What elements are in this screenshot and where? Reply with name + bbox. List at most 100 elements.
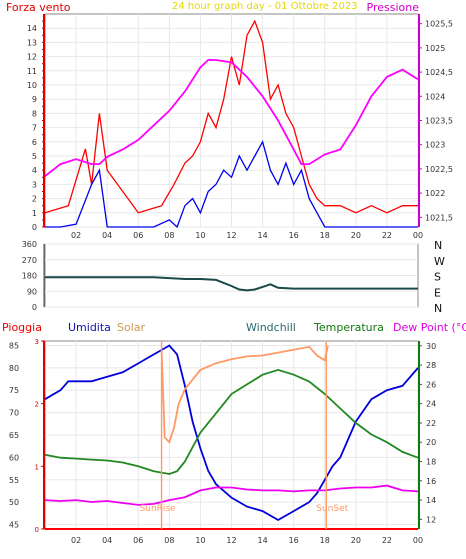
- pressure-tick-1025-5: 1025,5: [425, 20, 453, 29]
- temperatura-line: [44, 368, 419, 475]
- temp-x-tick-04: 04: [102, 536, 112, 545]
- direction-label-e-3: E: [434, 286, 441, 299]
- humidity-tick-65: 65: [9, 431, 19, 440]
- temperature-tick-26: 26: [426, 380, 436, 389]
- wind-x-tick-10: 10: [195, 231, 205, 240]
- wind-force-tick-5: 5: [32, 152, 37, 161]
- rain-tick-3: 3: [35, 338, 39, 346]
- wind-force-tick-14: 14: [27, 24, 37, 33]
- wind-x-tick-00: 00: [413, 231, 423, 240]
- temp-x-tick-06: 06: [133, 536, 143, 545]
- temp-x-tick-00: 00: [413, 536, 423, 545]
- wind-force-tick-0: 0: [32, 223, 37, 232]
- velocit-vento-line: [45, 140, 418, 229]
- forza-vento-line: [44, 19, 418, 214]
- temperature-tick-14: 14: [426, 496, 436, 505]
- pressure-tick-1022: 1022: [425, 189, 445, 198]
- wind-force-tick-10: 10: [27, 81, 37, 90]
- wind-x-tick-14: 14: [257, 231, 267, 240]
- direction-tick-0: 0: [32, 303, 37, 312]
- pressure-axis-title: Pressione: [367, 1, 420, 14]
- temperature-tick-28: 28: [426, 361, 436, 370]
- legend-temperatura: Temperatura: [313, 321, 384, 334]
- humidity-tick-75: 75: [9, 386, 19, 395]
- temperature-tick-30: 30: [426, 342, 436, 351]
- wind-x-tick-12: 12: [226, 231, 236, 240]
- wind-pressure-title: 24 hour graph day - 01 Ottobre 2023: [172, 1, 358, 12]
- humidity-tick-55: 55: [9, 476, 19, 485]
- sunrise-label: SunRise: [140, 504, 177, 514]
- wind-force-axis-title: Forza vento: [6, 1, 71, 14]
- humidity-tick-50: 50: [9, 498, 19, 507]
- pressione-line: [44, 59, 419, 177]
- direction-tick-270: 270: [22, 256, 37, 265]
- wind-force-tick-7: 7: [32, 124, 37, 133]
- pressure-tick-1022-5: 1022,5: [425, 165, 453, 174]
- legend-pioggia: Pioggia: [2, 321, 42, 334]
- umidita-line: [44, 344, 419, 522]
- humidity-tick-85: 85: [9, 341, 19, 350]
- temperature-tick-24: 24: [426, 400, 436, 409]
- wind-force-tick-4: 4: [32, 166, 37, 175]
- temperature-tick-20: 20: [426, 438, 436, 447]
- direction-tick-180: 180: [22, 272, 37, 281]
- legend-dew-point-c: Dew Point (°C): [393, 321, 466, 334]
- temp-x-tick-14: 14: [257, 536, 267, 545]
- wind-force-tick-2: 2: [32, 195, 37, 204]
- wind-force-tick-6: 6: [32, 138, 37, 147]
- wind-x-tick-18: 18: [320, 231, 330, 240]
- direction-tick-90: 90: [27, 287, 37, 296]
- temperature-tick-16: 16: [426, 477, 436, 486]
- humidity-tick-80: 80: [9, 364, 19, 373]
- wind-x-tick-06: 06: [133, 231, 143, 240]
- temp-humidity-chart: Pioggia Umidita Solar Windchill Temperatura D…: [2, 321, 466, 545]
- temp-x-tick-18: 18: [320, 536, 330, 545]
- wind-force-tick-13: 13: [27, 38, 37, 47]
- pressure-tick-1021-5: 1021,5: [425, 213, 453, 222]
- pressure-tick-1024: 1024: [425, 92, 445, 101]
- pressure-tick-1025: 1025: [425, 44, 445, 53]
- temp-x-tick-20: 20: [351, 536, 361, 545]
- pressure-tick-1023: 1023: [425, 141, 445, 150]
- temperature-tick-12: 12: [426, 515, 436, 524]
- humidity-tick-45: 45: [9, 521, 19, 530]
- wind-force-tick-3: 3: [32, 180, 37, 189]
- wind-force-tick-11: 11: [27, 67, 37, 76]
- wind-x-tick-02: 02: [71, 231, 81, 240]
- legend-windchill: Windchill: [246, 321, 296, 334]
- direction-label-n-4: N: [434, 302, 442, 315]
- legend-umidita: Umidita: [68, 321, 111, 334]
- rain-tick-1: 1: [35, 463, 39, 471]
- humidity-tick-60: 60: [9, 453, 19, 462]
- wind-direction-line: [45, 276, 418, 292]
- direction-label-w-1: W: [434, 255, 445, 268]
- direction-label-n-0: N: [434, 239, 442, 252]
- temperature-tick-18: 18: [426, 458, 436, 467]
- wind-x-tick-20: 20: [351, 231, 361, 240]
- pressure-tick-1024-5: 1024,5: [425, 68, 453, 77]
- wind-x-tick-22: 22: [382, 231, 392, 240]
- rain-tick-2: 2: [35, 401, 39, 409]
- humidity-tick-70: 70: [9, 409, 19, 418]
- direction-tick-360: 360: [22, 240, 37, 249]
- rain-tick-0: 0: [35, 526, 39, 534]
- dew-point-c-line: [44, 484, 419, 506]
- wind-x-tick-08: 08: [164, 231, 174, 240]
- wind-force-tick-8: 8: [32, 109, 37, 118]
- temp-x-tick-02: 02: [71, 536, 81, 545]
- wind-force-tick-9: 9: [32, 95, 37, 104]
- wind-force-tick-12: 12: [27, 53, 37, 62]
- wind-x-tick-16: 16: [289, 231, 299, 240]
- pressure-tick-1023-5: 1023,5: [425, 117, 453, 126]
- temperature-tick-22: 22: [426, 419, 436, 428]
- temp-x-tick-12: 12: [226, 536, 236, 545]
- direction-label-s-2: S: [434, 271, 441, 284]
- sunset-label: SunSet: [316, 504, 348, 514]
- temp-x-tick-22: 22: [382, 536, 392, 545]
- temp-x-tick-10: 10: [195, 536, 205, 545]
- temp-x-tick-08: 08: [164, 536, 174, 545]
- wind-x-tick-04: 04: [102, 231, 112, 240]
